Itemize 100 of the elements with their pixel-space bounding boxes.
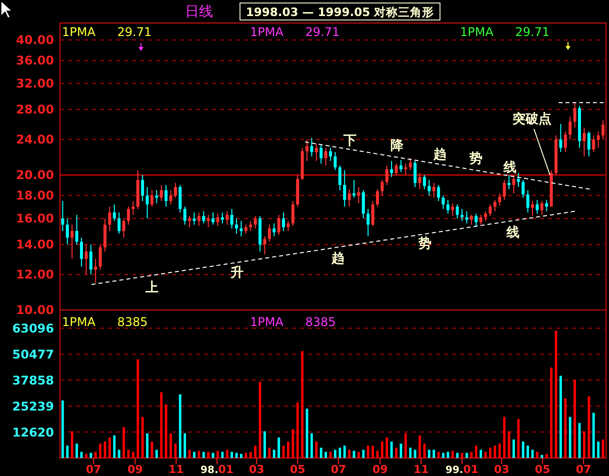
bar [386, 437, 388, 458]
bar [155, 450, 158, 458]
bar [61, 400, 64, 458]
bar [357, 452, 360, 458]
bar [334, 450, 336, 458]
bar [474, 446, 478, 458]
candlestick [197, 212, 200, 226]
text: 1PMA 29.71 [62, 25, 152, 39]
candlestick [362, 190, 365, 219]
bar [512, 440, 515, 458]
y-tick-label: 63096 [12, 322, 54, 336]
y-tick-label: 18.00 [16, 188, 54, 203]
x-tick-label: 11 [168, 463, 184, 476]
candlestick [286, 220, 290, 232]
annotation: 趋 [432, 146, 446, 162]
bar [466, 452, 468, 458]
candlestick [380, 179, 384, 196]
candlestick [230, 208, 234, 229]
candlestick [89, 244, 92, 275]
bar [174, 444, 177, 458]
candlestick [479, 214, 482, 226]
bar [343, 446, 346, 458]
annotation: 趋 [330, 250, 344, 266]
bar [113, 435, 116, 458]
y-tick-label: 16.00 [16, 212, 54, 226]
candlestick [112, 204, 116, 222]
bar [141, 416, 144, 458]
candlestick [484, 210, 488, 222]
candlestick [75, 214, 78, 245]
bar [456, 452, 459, 458]
x-tick-label: 03 [494, 463, 510, 476]
candlestick [352, 179, 356, 198]
candlestick [216, 213, 220, 226]
bar [315, 442, 318, 458]
bar [348, 450, 350, 458]
bar [296, 402, 299, 458]
bar [118, 450, 120, 458]
bar [146, 433, 148, 458]
candlestick [376, 188, 379, 208]
chart-title: 1998.03 — 1999.05 对称三角形 [246, 5, 434, 19]
candlestick [540, 200, 544, 216]
candlestick [408, 158, 412, 171]
candlestick [559, 123, 562, 153]
bar [362, 450, 365, 458]
bar [560, 376, 562, 458]
x-tick-label: 05 [534, 463, 550, 476]
bar [70, 431, 74, 458]
bar [136, 359, 140, 458]
candlestick [414, 160, 417, 188]
bar [108, 437, 111, 458]
x-tick-label: 03 [249, 463, 264, 476]
bar [418, 435, 421, 458]
x-tick-label: 11 [413, 463, 429, 476]
candlestick [474, 213, 478, 226]
bar [526, 446, 530, 458]
bar [240, 454, 242, 458]
candlestick [84, 244, 88, 275]
bar [268, 448, 271, 458]
bar [90, 452, 92, 458]
candlestick [202, 210, 206, 224]
bar [264, 431, 266, 458]
bar [442, 452, 444, 458]
x-tick-label: 07 [86, 463, 102, 476]
bar [221, 452, 224, 458]
candlestick [399, 160, 402, 173]
candlestick [305, 138, 308, 162]
candlestick [526, 190, 530, 213]
candlestick [470, 214, 473, 226]
candlestick [94, 258, 98, 284]
bar [451, 450, 454, 458]
x-tick-label: 98.01 [200, 463, 234, 476]
candlestick [277, 214, 280, 236]
candlestick [385, 164, 388, 186]
bar [272, 450, 276, 458]
bar [301, 351, 304, 458]
x-tick-label: 09 [128, 463, 143, 476]
bar [216, 450, 219, 458]
bar [226, 450, 228, 458]
candlestick [493, 199, 496, 212]
bar [582, 431, 586, 458]
y-tick-label: 28.00 [16, 102, 54, 117]
bar [446, 452, 450, 458]
bar [366, 446, 370, 458]
x-tick-label: 07 [330, 463, 346, 476]
candlestick [338, 164, 342, 191]
candlestick [371, 200, 374, 226]
bar [178, 394, 182, 458]
candlestick [334, 152, 337, 171]
annotation: 1PMA 8385 [250, 315, 336, 329]
text: 1PMA 29.71 [460, 25, 550, 39]
candlestick [465, 210, 468, 224]
candlestick [456, 204, 459, 219]
y-tick-label: 20.00 [16, 168, 54, 182]
candlestick [568, 116, 572, 140]
candlestick [531, 200, 534, 217]
candlestick [146, 186, 149, 219]
bar [409, 448, 412, 458]
bar [324, 452, 327, 458]
annotation: 突破点 [511, 111, 552, 126]
candlestick [596, 131, 600, 148]
